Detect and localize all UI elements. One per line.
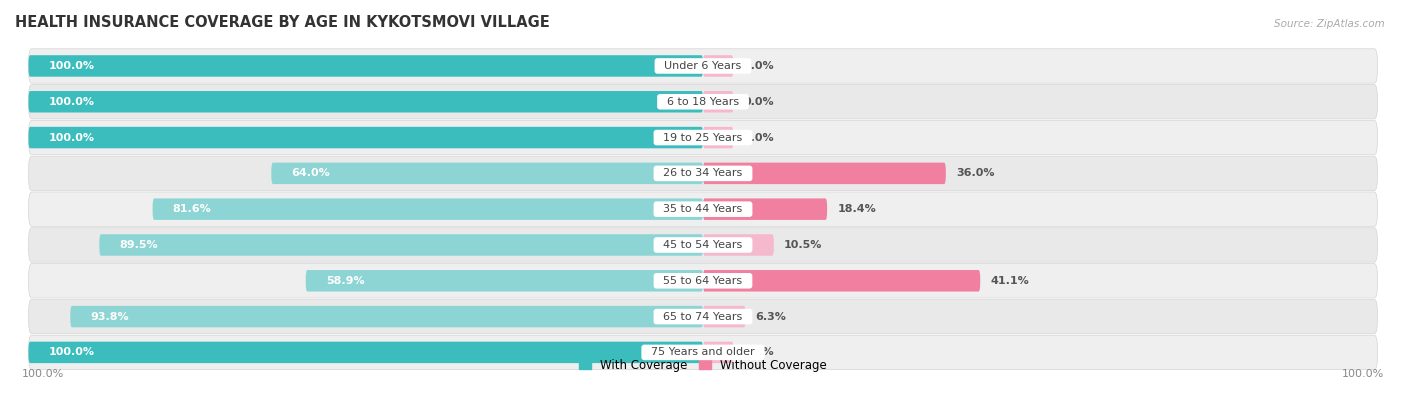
Text: 100.0%: 100.0% [21, 369, 65, 378]
FancyBboxPatch shape [271, 163, 703, 184]
Text: 58.9%: 58.9% [326, 276, 364, 286]
FancyBboxPatch shape [28, 299, 1378, 334]
FancyBboxPatch shape [28, 120, 1378, 155]
Text: 45 to 54 Years: 45 to 54 Years [657, 240, 749, 250]
Text: 35 to 44 Years: 35 to 44 Years [657, 204, 749, 214]
FancyBboxPatch shape [305, 270, 703, 291]
FancyBboxPatch shape [100, 234, 703, 256]
Text: 75 Years and older: 75 Years and older [644, 347, 762, 357]
Text: 0.0%: 0.0% [744, 61, 775, 71]
Text: 100.0%: 100.0% [49, 61, 94, 71]
Text: 41.1%: 41.1% [990, 276, 1029, 286]
FancyBboxPatch shape [703, 198, 827, 220]
FancyBboxPatch shape [28, 335, 1378, 370]
Text: HEALTH INSURANCE COVERAGE BY AGE IN KYKOTSMOVI VILLAGE: HEALTH INSURANCE COVERAGE BY AGE IN KYKO… [15, 15, 550, 30]
FancyBboxPatch shape [28, 49, 1378, 83]
Text: 93.8%: 93.8% [90, 312, 129, 322]
Text: 0.0%: 0.0% [744, 132, 775, 143]
Text: 26 to 34 Years: 26 to 34 Years [657, 168, 749, 178]
FancyBboxPatch shape [28, 91, 703, 112]
Text: 36.0%: 36.0% [956, 168, 994, 178]
FancyBboxPatch shape [28, 264, 1378, 298]
FancyBboxPatch shape [703, 55, 734, 77]
Text: 6 to 18 Years: 6 to 18 Years [659, 97, 747, 107]
Text: 6.3%: 6.3% [755, 312, 786, 322]
Text: Under 6 Years: Under 6 Years [658, 61, 748, 71]
Text: 89.5%: 89.5% [120, 240, 157, 250]
FancyBboxPatch shape [703, 127, 734, 148]
FancyBboxPatch shape [28, 85, 1378, 119]
FancyBboxPatch shape [28, 55, 703, 77]
FancyBboxPatch shape [28, 156, 1378, 190]
Text: 64.0%: 64.0% [291, 168, 330, 178]
FancyBboxPatch shape [703, 91, 734, 112]
FancyBboxPatch shape [28, 127, 703, 148]
FancyBboxPatch shape [703, 342, 734, 363]
Text: 0.0%: 0.0% [744, 347, 775, 357]
FancyBboxPatch shape [28, 228, 1378, 262]
Text: 100.0%: 100.0% [49, 132, 94, 143]
FancyBboxPatch shape [703, 163, 946, 184]
Legend: With Coverage, Without Coverage: With Coverage, Without Coverage [574, 354, 832, 377]
FancyBboxPatch shape [28, 342, 703, 363]
FancyBboxPatch shape [28, 192, 1378, 226]
Text: 100.0%: 100.0% [49, 97, 94, 107]
Text: 100.0%: 100.0% [1341, 369, 1385, 378]
FancyBboxPatch shape [703, 306, 745, 327]
Text: Source: ZipAtlas.com: Source: ZipAtlas.com [1274, 19, 1385, 29]
Text: 19 to 25 Years: 19 to 25 Years [657, 132, 749, 143]
Text: 81.6%: 81.6% [173, 204, 211, 214]
Text: 55 to 64 Years: 55 to 64 Years [657, 276, 749, 286]
Text: 65 to 74 Years: 65 to 74 Years [657, 312, 749, 322]
FancyBboxPatch shape [703, 270, 980, 291]
Text: 100.0%: 100.0% [49, 347, 94, 357]
Text: 10.5%: 10.5% [785, 240, 823, 250]
FancyBboxPatch shape [153, 198, 703, 220]
FancyBboxPatch shape [703, 234, 773, 256]
Text: 0.0%: 0.0% [744, 97, 775, 107]
FancyBboxPatch shape [70, 306, 703, 327]
Text: 18.4%: 18.4% [837, 204, 876, 214]
